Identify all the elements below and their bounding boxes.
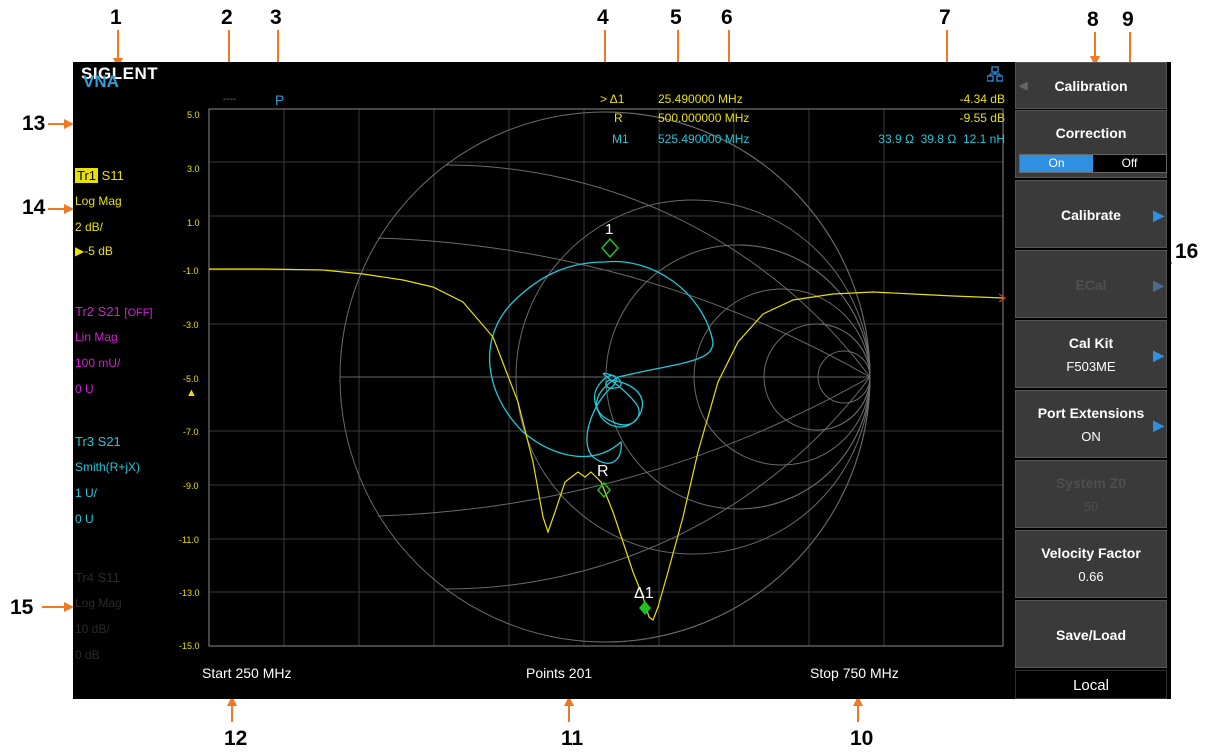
y-tick-label: -11.0	[179, 535, 199, 545]
y-tick-label: 3.0	[187, 164, 200, 174]
stop-frequency[interactable]: Stop 750 MHz	[810, 665, 899, 681]
submenu-arrow-icon: ▶	[1153, 207, 1164, 223]
callout-16: 16	[1175, 240, 1199, 263]
callout-2: 2	[221, 6, 233, 29]
marker-1-label: 1	[605, 221, 613, 238]
trace-2-scale: 100 mU/	[75, 356, 121, 370]
trace-1-scale: 2 dB/	[75, 220, 104, 234]
callout-11: 11	[561, 727, 584, 750]
callout-14: 14	[22, 196, 46, 219]
trace-3-format: Smith(R+jX)	[75, 460, 141, 474]
y-tick-label: -5.0	[183, 374, 199, 384]
trace-2-ref: 0 U	[75, 382, 94, 396]
callout-7: 7	[939, 6, 951, 29]
ref-marker-value: -9.55 dB	[959, 111, 1005, 125]
trace-3-ref: 0 U	[75, 512, 94, 526]
trace-1-logmag-curve	[209, 268, 1004, 621]
system-z0-button[interactable]: System Z0 50	[1015, 460, 1167, 528]
marker-1[interactable]	[600, 237, 620, 259]
measurement-plot[interactable]: 5.0 3.0 1.0 -1.0 -3.0 -5.0 -7.0 -9.0 -11…	[73, 62, 1015, 699]
y-tick-label: -7.0	[183, 427, 199, 437]
trace-4-ref: 0 dB	[75, 648, 100, 662]
ref-marker[interactable]	[597, 481, 611, 499]
reference-level-marker: ▲	[186, 387, 197, 399]
sweep-points[interactable]: Points 201	[526, 665, 593, 681]
trace-3-smith-curve	[488, 260, 714, 464]
ref-marker-readout: R 500.000000 MHz	[614, 111, 750, 125]
callout-3: 3	[270, 6, 282, 29]
submenu-arrow-icon: ▶	[1153, 277, 1164, 293]
delta-marker[interactable]	[639, 601, 651, 615]
m1-impedance: 33.9 Ω 39.8 Ω 12.1 nH	[878, 132, 1005, 146]
callout-12: 12	[224, 727, 248, 750]
trace-1-header[interactable]: Tr1 S11	[75, 168, 124, 183]
calibrate-button[interactable]: Calibrate ▶	[1015, 180, 1167, 248]
cal-kit-button[interactable]: Cal Kit ▶ F503ME	[1015, 320, 1167, 388]
mode-label: VNA	[83, 72, 119, 91]
port-extensions-button[interactable]: Port Extensions ▶ ON	[1015, 390, 1167, 458]
y-tick-label: -9.0	[183, 481, 199, 491]
trace-4-header[interactable]: Tr4 S11	[75, 570, 120, 585]
submenu-arrow-icon: ▶	[1153, 347, 1164, 363]
callout-13: 13	[22, 112, 46, 135]
correction-toggle[interactable]: Correction On Off	[1015, 110, 1167, 178]
local-button[interactable]: Local	[1015, 670, 1167, 699]
back-icon: ◀	[1019, 80, 1028, 92]
trace-1-format: Log Mag	[75, 194, 122, 208]
y-tick-label: -13.0	[179, 588, 200, 598]
y-tick-label: -15.0	[179, 641, 200, 651]
correction-off-option[interactable]: Off	[1093, 155, 1166, 172]
softkey-menu: ◀ Calibration Correction On Off Calibrat…	[1015, 62, 1171, 699]
trace-1-ref: ▶-5 dB	[75, 244, 113, 258]
callout-15: 15	[10, 596, 34, 619]
y-tick-label: -3.0	[183, 320, 199, 330]
save-load-button[interactable]: Save/Load	[1015, 600, 1167, 668]
ecal-button[interactable]: ECal ▶	[1015, 250, 1167, 318]
analyzer-screen: SIGLENT VNA Tr1 S11 Log Mag 2 dB/ ▶-5 dB…	[73, 62, 1171, 699]
correction-on-option[interactable]: On	[1020, 155, 1093, 172]
callout-8: 8	[1087, 8, 1099, 31]
delta-marker-value: -4.34 dB	[959, 92, 1005, 106]
callout-5: 5	[670, 6, 682, 29]
trace-list: Tr1 S11 Log Mag 2 dB/ ▶-5 dB Tr2 S21 [OF…	[73, 98, 173, 698]
y-tick-label: -1.0	[183, 266, 199, 276]
m1-readout: M1 525.490000 MHz	[612, 132, 750, 146]
trace-4-format: Log Mag	[75, 596, 122, 610]
velocity-factor-button[interactable]: Velocity Factor 0.66	[1015, 530, 1167, 598]
ref-marker-label: R	[597, 463, 609, 480]
y-tick-label: 1.0	[187, 218, 200, 228]
trace-3-header[interactable]: Tr3 S21	[75, 434, 121, 449]
trace-3-scale: 1 U/	[75, 486, 98, 500]
trace-2-header[interactable]: Tr2 S21 [OFF]	[75, 304, 153, 319]
callout-4: 4	[597, 6, 609, 29]
delta-marker-label: Δ1	[634, 585, 654, 602]
menu-title-calibration[interactable]: ◀ Calibration	[1015, 62, 1167, 109]
submenu-arrow-icon: ▶	[1153, 417, 1164, 433]
trace-end-marker	[998, 293, 1007, 303]
trace-2-format: Lin Mag	[75, 330, 118, 344]
y-tick-label: 5.0	[187, 110, 200, 120]
status-indicator-3: P	[275, 92, 285, 108]
callout-6: 6	[721, 6, 733, 29]
status-indicator-2: ----	[223, 94, 237, 105]
callout-10: 10	[850, 727, 874, 750]
trace-4-scale: 10 dB/	[75, 622, 110, 636]
brand-logo: SIGLENT	[81, 64, 159, 83]
callout-9: 9	[1122, 8, 1134, 31]
callout-1: 1	[110, 6, 122, 29]
network-icon	[987, 66, 1003, 82]
start-frequency[interactable]: Start 250 MHz	[202, 665, 292, 681]
delta-marker-readout: > Δ1 25.490000 MHz	[600, 92, 743, 106]
